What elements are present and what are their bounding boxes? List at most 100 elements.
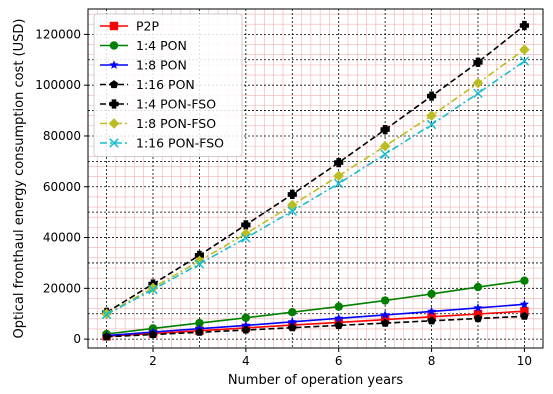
data-point [241,325,251,334]
series-line [106,315,525,338]
plot-series [101,20,530,341]
y-tick-label: 0 [73,332,81,346]
data-point [109,41,119,50]
series-line [106,24,525,314]
data-point [288,323,297,332]
x-tick-label: 4 [242,354,250,368]
data-point [427,289,436,299]
data-point [101,309,112,320]
data-point [334,321,343,329]
data-point [109,99,119,109]
data-point [427,316,436,325]
legend-entry: 1:4 PON-FSO [100,97,216,112]
data-point [379,140,391,152]
legend-entry: 1:8 PON-FSO [100,116,216,131]
data-point [380,318,390,327]
data-point [287,206,298,216]
plot-frame [87,8,544,349]
data-point [195,318,204,328]
y-tick-label: 60000 [43,180,81,194]
data-point [473,314,483,323]
legend-label: P2P [136,19,159,34]
x-tick-label: 2 [149,354,157,368]
data-point [333,170,344,182]
data-point [287,317,297,326]
series-line [106,48,525,315]
data-point [473,88,483,99]
data-point [334,313,344,323]
data-point [473,57,483,67]
data-point [241,220,251,230]
legend-label: 1:16 PON [136,77,195,92]
data-point [519,299,529,309]
legend-entry: 1:16 PON-FSO [100,136,224,151]
legend-entry: 1:8 PON [100,58,187,73]
data-point [102,332,111,341]
data-point [473,309,483,319]
data-point [427,91,437,101]
data-point [194,259,205,269]
data-point [473,303,483,312]
legend-entry: 1:16 PON [100,77,195,92]
series-line [106,303,525,337]
data-point [380,149,390,159]
data-point [520,306,529,316]
series-1-16-pon-fso [101,56,530,320]
legend-entry: P2P [100,19,159,34]
data-point [426,110,437,121]
legend-label: 1:4 PON-FSO [136,97,216,112]
data-point [194,255,205,267]
data-point [472,77,484,89]
data-point [109,138,119,148]
data-point [241,320,251,330]
data-point [241,313,251,322]
data-point [333,178,344,189]
data-point [109,60,119,69]
legend-label: 1:4 PON [136,38,187,53]
y-tick-label: 20000 [43,281,81,295]
data-point [519,20,529,31]
data-point [109,21,119,31]
data-point [288,307,297,317]
data-point [427,306,437,316]
data-point [380,296,390,305]
data-point [148,284,158,295]
data-point [194,250,204,260]
data-point [519,44,530,55]
legend-entry: 1:4 PON [100,38,187,53]
data-point [473,282,483,292]
data-point [334,302,343,311]
y-tick-label: 120000 [35,27,81,41]
data-point [334,158,344,168]
y-tick-label: 100000 [35,78,81,92]
data-point [426,119,437,130]
series-1-4-pon [102,276,529,339]
legend-label: 1:16 PON-FSO [136,136,224,151]
x-axis-label: Number of operation years [228,373,404,388]
data-point [148,330,158,339]
x-tick-label: 10 [517,354,532,368]
x-tick-label: 6 [335,354,343,368]
y-tick-label: 40000 [43,231,81,245]
data-point [380,310,390,319]
data-point [109,80,119,89]
legend-label: 1:8 PON [136,58,187,73]
data-point [520,276,529,285]
series-line [106,279,525,335]
legend-box [93,13,243,157]
data-point [108,118,120,129]
legend-label: 1:8 PON-FSO [136,116,216,131]
x-tick-label: 8 [428,354,436,368]
axis-ticks: 2 4 6 8 10 0 20000 40000 60000 80000 100000 120000 [35,27,532,368]
data-point [519,56,530,66]
data-point [380,125,390,135]
data-point [287,189,297,199]
y-axis-label: Optical fronthaul energy consumption cos… [12,19,27,339]
series-line [106,310,525,338]
series-line [106,60,525,316]
data-point [520,311,529,320]
y-tick-label: 80000 [43,129,81,143]
legend: P2P 1:4 PON 1:8 PON 1:16 PON 1:4 PON-FSO 1:8 … [93,13,243,157]
